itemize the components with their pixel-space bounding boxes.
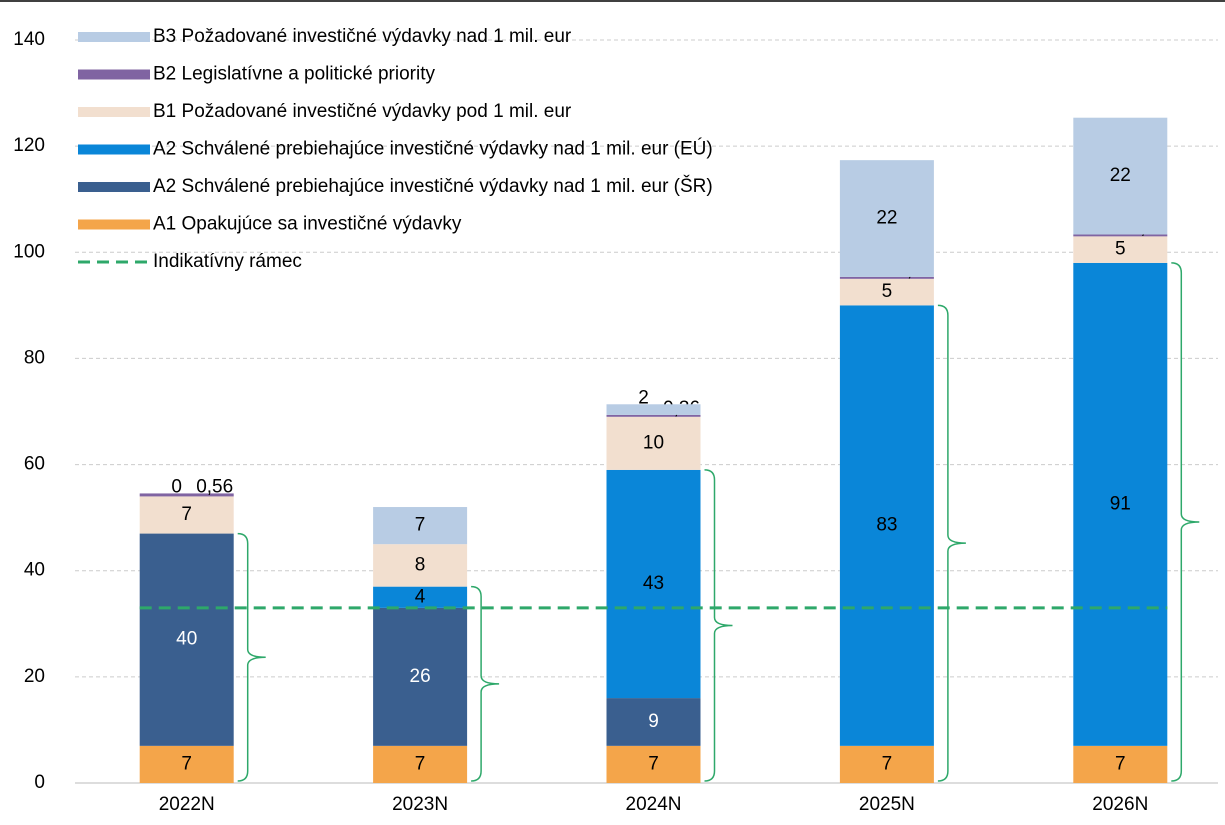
value-label: 91 <box>1110 493 1131 514</box>
bar-segment <box>373 607 468 746</box>
x-tick-label: 2023N <box>392 794 448 815</box>
y-tick-label: 20 <box>24 666 45 687</box>
legend-swatch <box>78 69 150 80</box>
x-tick-label: 2025N <box>859 794 915 815</box>
bar-segment <box>839 745 934 783</box>
bar-segment <box>1073 117 1168 235</box>
bar-segment <box>606 414 701 417</box>
bar-segment <box>1073 262 1168 746</box>
legend-label: A2 Schválené prebiehajúce investičné výd… <box>153 138 713 160</box>
y-tick-label: 100 <box>13 241 45 262</box>
value-label: 5 <box>882 281 893 302</box>
x-tick-label: 2026N <box>1092 794 1148 815</box>
value-label: 43 <box>643 573 664 594</box>
bar-segment <box>139 745 234 783</box>
value-label: 8 <box>415 554 426 575</box>
bar-segment <box>139 496 234 534</box>
bar-segment <box>839 276 934 279</box>
bar-segment <box>1073 745 1168 783</box>
legend-label: B1 Požadované investičné výdavky pod 1 m… <box>153 101 572 122</box>
legend-swatch <box>78 182 150 192</box>
legend-label: A1 Opakujúce sa investičné výdavky <box>153 214 462 235</box>
bar-segment <box>839 278 934 306</box>
bar-segment <box>373 745 468 783</box>
brace <box>237 532 266 782</box>
bar-segment <box>139 533 234 746</box>
x-tick-label: 2024N <box>626 794 682 815</box>
value-label: 22 <box>1110 165 1131 186</box>
value-label: 83 <box>876 515 897 536</box>
value-label: 7 <box>415 515 426 536</box>
legend-label: Indikatívny rámec <box>153 251 302 272</box>
value-label: 7 <box>882 753 893 774</box>
value-label: 40 <box>176 629 197 650</box>
value-label: 26 <box>410 666 431 687</box>
value-label: 0,56 <box>196 476 233 497</box>
brace <box>704 469 733 782</box>
bar-segment <box>839 160 934 277</box>
legend-swatch <box>78 219 150 230</box>
y-tick-label: 120 <box>13 135 45 156</box>
bar-segment <box>606 416 701 470</box>
y-tick-label: 60 <box>24 454 45 475</box>
bar-segment <box>139 493 234 497</box>
value-label: 4 <box>415 586 426 607</box>
value-label: 7 <box>415 753 426 774</box>
value-label: 7 <box>181 504 192 525</box>
y-tick-label: 0 <box>34 772 45 793</box>
y-tick-label: 40 <box>24 560 45 581</box>
bar-segment <box>373 507 468 545</box>
bar-segment <box>839 305 934 746</box>
legend-label: B3 Požadované investičné výdavky nad 1 m… <box>153 26 572 47</box>
bar-segment <box>606 469 701 699</box>
bar-segment <box>1073 236 1168 263</box>
value-label: 2 <box>638 387 649 408</box>
legend-label: B2 Legislatívne a politické priority <box>153 64 435 85</box>
value-label: 22 <box>876 208 897 229</box>
value-label: 7 <box>181 753 192 774</box>
value-label: 5 <box>1115 239 1126 260</box>
legend-swatch <box>78 107 150 117</box>
value-label: 7 <box>648 753 659 774</box>
value-label: 7 <box>1115 753 1126 774</box>
brace <box>471 585 500 782</box>
bar-segment <box>373 544 468 587</box>
x-tick-label: 2022N <box>159 794 215 815</box>
value-label: 0 <box>171 476 182 497</box>
bar-segment <box>1073 234 1168 237</box>
brace <box>1171 262 1200 782</box>
brace <box>937 304 966 782</box>
y-tick-label: 80 <box>24 347 45 368</box>
bar-segment <box>606 698 701 746</box>
legend-swatch <box>78 32 150 42</box>
y-tick-label: 140 <box>13 29 45 50</box>
value-label: 9 <box>648 711 659 732</box>
value-label: 10 <box>643 432 664 453</box>
legend-swatch <box>78 144 150 155</box>
bar-segment <box>373 586 468 608</box>
legend-label: A2 Schválené prebiehajúce investičné výd… <box>153 175 713 197</box>
bar-segment <box>606 745 701 783</box>
bar-segment <box>606 404 701 415</box>
